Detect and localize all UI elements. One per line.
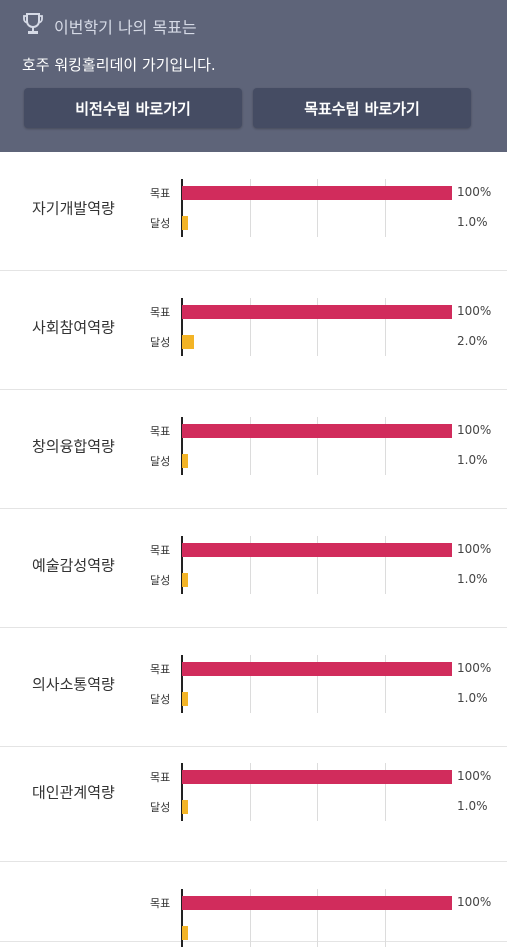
goal-label: 목표	[150, 897, 171, 910]
competency-bar-chart	[181, 536, 453, 594]
goal-percent: 100%	[457, 895, 492, 909]
chart-gridline	[317, 655, 318, 713]
competency-bar-chart	[181, 179, 453, 237]
competency-bar-chart	[181, 655, 453, 713]
competency-row: 목표 100%	[0, 862, 507, 947]
achievement-percent: 2.0%	[457, 334, 488, 348]
achievement-label: 달성	[150, 336, 171, 349]
goal-setup-button[interactable]: 목표수립 바로가기	[253, 88, 471, 128]
achievement-bar	[182, 800, 188, 814]
chart-gridline	[250, 763, 251, 821]
competency-name: 대인관계역량	[32, 783, 115, 802]
achievement-label: 달성	[150, 217, 171, 230]
chart-gridline	[317, 179, 318, 237]
goal-bar	[182, 186, 452, 200]
chart-gridline	[385, 298, 386, 356]
goal-bar	[182, 662, 452, 676]
achievement-label: 달성	[150, 693, 171, 706]
chart-gridline	[385, 536, 386, 594]
goal-percent: 100%	[457, 769, 492, 783]
competency-bar-chart	[181, 889, 453, 947]
goal-header: 이번학기 나의 목표는 호주 워킹홀리데이 가기입니다. 비전수립 바로가기 목…	[0, 0, 507, 152]
achievement-label: 달성	[150, 801, 171, 814]
achievement-percent: 1.0%	[457, 799, 488, 813]
chart-axis	[181, 655, 183, 713]
vision-setup-button[interactable]: 비전수립 바로가기	[24, 88, 242, 128]
goal-label: 목표	[150, 306, 171, 319]
chart-axis	[181, 763, 183, 821]
chart-gridline	[385, 417, 386, 475]
chart-gridline	[250, 417, 251, 475]
achievement-label: 달성	[150, 455, 171, 468]
achievement-bar	[182, 454, 188, 468]
chart-gridline	[250, 655, 251, 713]
competency-bar-chart	[181, 298, 453, 356]
chart-gridline	[250, 179, 251, 237]
goal-bar	[182, 770, 452, 784]
goal-label: 목표	[150, 663, 171, 676]
achievement-bar	[182, 926, 188, 940]
goal-title: 이번학기 나의 목표는	[54, 18, 197, 37]
competency-bar-chart	[181, 417, 453, 475]
chart-axis	[181, 536, 183, 594]
chart-gridline	[317, 763, 318, 821]
chart-gridline	[250, 536, 251, 594]
trophy-icon	[23, 13, 43, 34]
chart-gridline	[385, 655, 386, 713]
goal-label: 목표	[150, 425, 171, 438]
goal-label: 목표	[150, 544, 171, 557]
achievement-bar	[182, 573, 188, 587]
goal-bar	[182, 543, 452, 557]
goal-bar	[182, 305, 452, 319]
achievement-bar	[182, 216, 188, 230]
competency-name: 의사소통역량	[32, 675, 115, 694]
competency-bar-chart	[181, 763, 453, 821]
chart-gridline	[317, 298, 318, 356]
chart-gridline	[250, 298, 251, 356]
chart-axis	[181, 298, 183, 356]
competency-name: 자기개발역량	[32, 199, 115, 218]
achievement-percent: 1.0%	[457, 215, 488, 229]
goal-bar	[182, 896, 452, 910]
achievement-percent: 1.0%	[457, 453, 488, 467]
competency-name: 사회참여역량	[32, 318, 115, 337]
goal-label: 목표	[150, 187, 171, 200]
chart-gridline	[317, 417, 318, 475]
goal-percent: 100%	[457, 304, 492, 318]
achievement-bar	[182, 335, 194, 349]
chart-axis	[181, 417, 183, 475]
chart-axis	[181, 179, 183, 237]
goal-percent: 100%	[457, 185, 492, 199]
competency-name: 예술감성역량	[32, 556, 115, 575]
goal-statement: 호주 워킹홀리데이 가기입니다.	[22, 56, 216, 74]
chart-gridline	[317, 536, 318, 594]
competency-name: 창의융합역량	[32, 437, 115, 456]
goal-bar	[182, 424, 452, 438]
goal-percent: 100%	[457, 661, 492, 675]
achievement-percent: 1.0%	[457, 572, 488, 586]
achievement-percent: 1.0%	[457, 691, 488, 705]
chart-gridline	[385, 179, 386, 237]
chart-gridline	[385, 763, 386, 821]
achievement-label: 달성	[150, 574, 171, 587]
achievement-bar	[182, 692, 188, 706]
goal-label: 목표	[150, 771, 171, 784]
goal-percent: 100%	[457, 423, 492, 437]
goal-percent: 100%	[457, 542, 492, 556]
